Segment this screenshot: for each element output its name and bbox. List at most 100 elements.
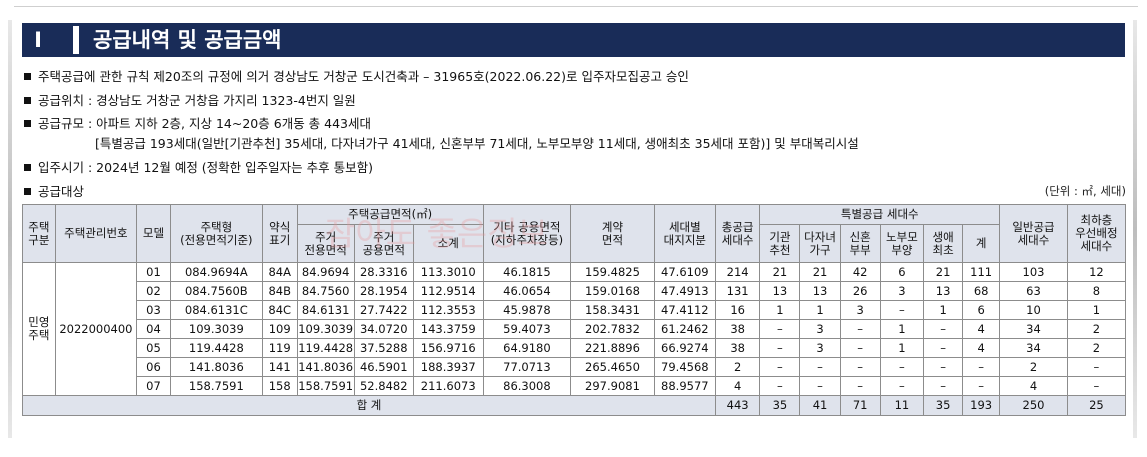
- house-type-cell: 민영 주택: [22, 262, 56, 396]
- table-cell: 13: [759, 281, 801, 301]
- table-cell: –: [799, 357, 841, 377]
- bullet-approval: 주택공급에 관한 규칙 제20조의 규정에 의거 경상남도 거창군 도시건축과 …: [24, 66, 689, 85]
- table-row: 민영 주택 2022000400 01 084.9694A 84A 84.9694 28.33…: [22, 262, 1127, 396]
- table-cell: 143.3759: [412, 319, 484, 339]
- table-cell: 084.7560B: [169, 281, 263, 301]
- header-special-sum: 계: [962, 224, 1001, 263]
- table-cell: –: [923, 357, 964, 377]
- table-cell: 4: [999, 376, 1068, 396]
- header-special-multichild: 다자녀 가구: [799, 224, 841, 263]
- total-cell: 193: [962, 395, 1001, 416]
- table-cell: 84A: [261, 262, 298, 282]
- table-cell: 158.7591: [169, 376, 263, 396]
- square-bullet-icon: [24, 164, 31, 171]
- table-cell: 27.7422: [353, 300, 414, 320]
- table-cell: 1: [1066, 300, 1127, 320]
- table-cell: 119.4428: [296, 338, 355, 358]
- total-cell: 71: [839, 395, 881, 416]
- total-cell: 25: [1066, 395, 1127, 416]
- table-cell: 141.8036: [296, 357, 355, 377]
- table-cell: 112.9514: [412, 281, 484, 301]
- header-general: 일반공급 세대수: [999, 204, 1068, 263]
- page-frame: [14, 6, 1138, 15]
- table-cell: –: [839, 357, 881, 377]
- header-subtotal: 소계: [412, 224, 484, 263]
- table-row: 07 158.7591 158 158.7591 52.8482 211.6073 86.3…: [23, 376, 1127, 396]
- table-cell: 34: [999, 319, 1068, 339]
- table-cell: 158.3431: [570, 300, 655, 320]
- table-cell: 34.0720: [353, 319, 414, 339]
- table-cell: 06: [136, 357, 171, 377]
- table-cell: 156.9716: [412, 338, 484, 358]
- table-cell: 46.0654: [482, 281, 572, 301]
- table-cell: 47.4112: [653, 300, 716, 320]
- table-cell: 28.3316: [353, 262, 414, 282]
- table-cell: 131: [714, 281, 761, 301]
- table-cell: 12: [1066, 262, 1127, 282]
- mgmt-no-cell: 2022000400: [54, 262, 138, 396]
- table-cell: 07: [136, 376, 171, 396]
- square-bullet-icon: [24, 120, 31, 127]
- table-cell: 64.9180: [482, 338, 572, 358]
- table-cell: –: [759, 338, 801, 358]
- table-cell: 1: [879, 319, 925, 339]
- table-cell: –: [923, 338, 964, 358]
- section-title-bar: I 공급내역 및 공급금액: [22, 23, 1125, 57]
- header-special: 특별공급 세대수: [759, 204, 1001, 225]
- table-cell: 6: [879, 262, 925, 282]
- table-row: 04 109.3039 109 109.3039 34.0720 143.3759 59.4…: [23, 319, 1127, 339]
- table-cell: 3: [839, 300, 881, 320]
- header-contract-area: 계약 면적: [570, 204, 655, 263]
- table-cell: 68: [962, 281, 1001, 301]
- header-abbr: 약식 표기: [261, 204, 298, 263]
- table-cell: 45.9878: [482, 300, 572, 320]
- header-special-firsttime: 생애 최초: [923, 224, 964, 263]
- table-cell: 26: [839, 281, 881, 301]
- header-special-agency: 기관 추천: [759, 224, 801, 263]
- table-cell: –: [839, 338, 881, 358]
- header-supply-area: 주택공급면적(㎡): [296, 204, 484, 225]
- left-border: [8, 20, 12, 438]
- table-cell: 109.3039: [296, 319, 355, 339]
- header-mgmt-no: 주택관리번호: [54, 204, 138, 263]
- table-cell: –: [962, 376, 1001, 396]
- table-cell: 3: [799, 338, 841, 358]
- table-cell: –: [839, 319, 881, 339]
- table-cell: 3: [799, 319, 841, 339]
- table-cell: 4: [714, 376, 761, 396]
- table-cell: 84.9694: [296, 262, 355, 282]
- table-cell: 84.7560: [296, 281, 355, 301]
- table-cell: 188.3937: [412, 357, 484, 377]
- square-bullet-icon: [24, 97, 31, 104]
- table-cell: 214: [714, 262, 761, 282]
- header-total-units: 총공급 세대수: [714, 204, 761, 263]
- table-cell: –: [923, 319, 964, 339]
- table-cell: 8: [1066, 281, 1127, 301]
- square-bullet-icon: [24, 73, 31, 80]
- table-row: 02 084.7560B 84B 84.7560 28.1954 112.9514 46.0…: [23, 281, 1127, 301]
- table-cell: 46.5901: [353, 357, 414, 377]
- table-cell: 79.4568: [653, 357, 716, 377]
- table-cell: 66.9274: [653, 338, 716, 358]
- table-cell: 113.3010: [412, 262, 484, 282]
- table-cell: 2: [999, 357, 1068, 377]
- bullet-location: 공급위치 : 경상남도 거창군 거창읍 가지리 1323-4번지 일원: [24, 90, 356, 109]
- table-cell: 1: [759, 300, 801, 320]
- table-cell: 47.4913: [653, 281, 716, 301]
- table-cell: 38: [714, 338, 761, 358]
- table-cell: –: [1066, 357, 1127, 377]
- table-cell: 10: [999, 300, 1068, 320]
- header-other-common: 기타 공용면적 (지하주차장등): [482, 204, 572, 263]
- table-cell: –: [879, 376, 925, 396]
- table-cell: 84C: [261, 300, 298, 320]
- bullet-move-in: 입주시기 : 2024년 12월 예정 (정확한 입주일자는 추후 통보함): [24, 157, 373, 176]
- table-cell: 297.9081: [570, 376, 655, 396]
- table-cell: 63: [999, 281, 1068, 301]
- table-cell: 47.6109: [653, 262, 716, 282]
- table-cell: 159.0168: [570, 281, 655, 301]
- table-cell: 109.3039: [169, 319, 263, 339]
- table-cell: 112.3553: [412, 300, 484, 320]
- header-special-elderly: 노부모 부양: [879, 224, 925, 263]
- table-cell: 202.7832: [570, 319, 655, 339]
- table-cell: 38: [714, 319, 761, 339]
